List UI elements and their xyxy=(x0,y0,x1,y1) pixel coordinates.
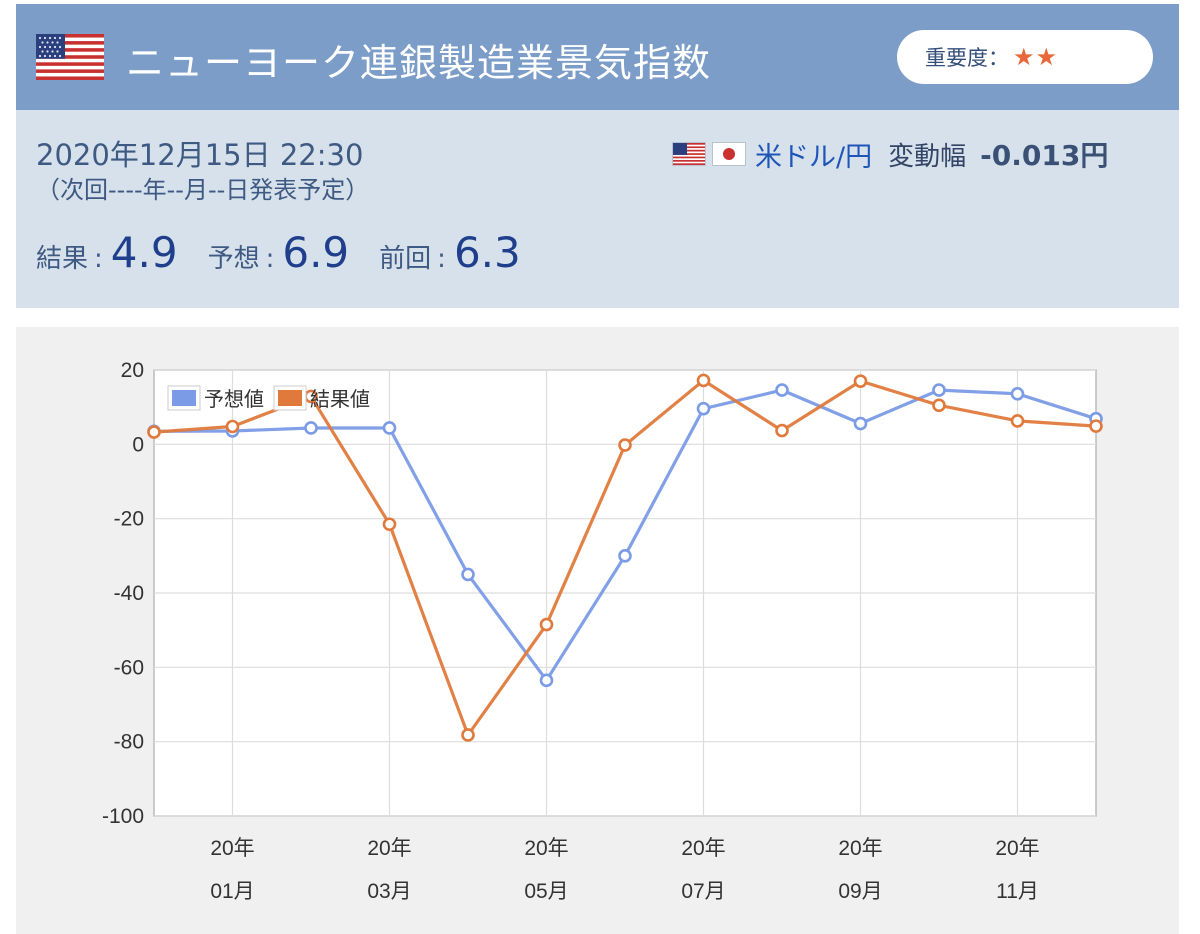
indicator-header: ニューヨーク連銀製造業景気指数 重要度： ★★ xyxy=(16,4,1179,110)
us-flag-icon xyxy=(673,143,705,165)
result-data-point xyxy=(225,419,240,434)
forecast-legend-swatch xyxy=(172,390,196,406)
result-data-point xyxy=(775,423,789,438)
y-tick-label: -100 xyxy=(102,805,144,828)
forecast-data-point xyxy=(696,401,711,416)
x-tick-label-year: 20年 xyxy=(995,837,1039,860)
us-flag-icon xyxy=(36,34,104,80)
forecast-colon: : xyxy=(265,244,275,274)
forecast-value: 6.9 xyxy=(282,228,350,277)
result-data-point xyxy=(853,374,868,388)
result-colon: : xyxy=(94,244,103,274)
x-tick-label-year: 20年 xyxy=(681,837,725,860)
forecast-data-point xyxy=(932,383,946,397)
importance-label: 重要度： xyxy=(925,46,1009,70)
x-tick-label-year: 20年 xyxy=(210,837,254,860)
x-tick-label-year: 20年 xyxy=(367,837,411,860)
y-tick-label: 20 xyxy=(121,359,144,382)
importance-badge: 重要度： ★★ xyxy=(897,30,1153,84)
result-data-point xyxy=(1010,414,1025,428)
release-info-panel: 2020年12月15日 22:30 （次回----年--月--日発表予定） 米ド… xyxy=(16,110,1179,308)
page-title: ニューヨーク連銀製造業景気指数 xyxy=(126,41,712,85)
x-tick-label-month: 07月 xyxy=(681,880,725,903)
y-tick-label: -80 xyxy=(114,731,144,754)
x-tick-label-month: 05月 xyxy=(524,880,568,903)
x-tick-label-month: 11月 xyxy=(996,880,1039,903)
result-data-point xyxy=(1089,419,1103,433)
x-tick-label-year: 20年 xyxy=(838,837,882,860)
result-data-point xyxy=(932,398,946,413)
line-chart: 20 0 -20 -40 -60 -80 -100 20年 01月 20年 03月 20年 05月 20年… xyxy=(102,359,1103,903)
release-datetime: 2020年12月15日 22:30 xyxy=(36,138,364,172)
result-data-point xyxy=(618,438,632,452)
result-label: 結果 xyxy=(36,244,89,274)
previous-colon: : xyxy=(437,244,446,274)
forecast-data-point xyxy=(775,383,789,397)
forecast-data-point xyxy=(853,416,868,431)
result-data-point xyxy=(147,425,161,439)
importance-stars: ★★ xyxy=(1013,43,1059,71)
y-tick-label: -20 xyxy=(114,508,144,531)
forecast-label: 予想 xyxy=(207,244,260,274)
next-release-text: （次回----年--月--日発表予定） xyxy=(36,176,370,204)
forecast-data-point xyxy=(382,421,397,435)
forecast-data-point xyxy=(304,421,318,435)
stats-row: 結果: 4.9 予想: 6.9 前回: 6.3 xyxy=(36,228,551,277)
y-tick-label: 0 xyxy=(132,433,144,456)
x-tick-label-month: 03月 xyxy=(367,880,411,903)
x-tick-label-year: 20年 xyxy=(524,837,568,860)
forecast-data-point xyxy=(618,549,632,563)
jp-flag-icon xyxy=(713,143,745,165)
previous-value: 6.3 xyxy=(453,228,521,277)
result-data-point xyxy=(696,373,711,388)
forecast-legend-label: 予想値 xyxy=(204,387,264,411)
forecast-data-point xyxy=(539,673,554,688)
result-legend-swatch xyxy=(278,390,302,406)
result-data-point xyxy=(539,617,554,632)
currency-pair-link[interactable]: 米ドル/円 xyxy=(755,141,873,173)
result-legend-label: 結果値 xyxy=(310,387,370,411)
chart-area: 20 0 -20 -40 -60 -80 -100 20年 01月 20年 03月 20年 05月 20年… xyxy=(16,327,1179,934)
previous-label: 前回 xyxy=(379,244,432,274)
range-label: 変動幅 xyxy=(888,141,967,172)
x-tick-label-month: 01月 xyxy=(210,880,254,903)
y-tick-label: -40 xyxy=(114,582,144,605)
result-value: 4.9 xyxy=(110,228,178,277)
x-tick-label-month: 09月 xyxy=(838,880,882,903)
result-data-point xyxy=(382,517,397,532)
result-data-point xyxy=(461,728,475,742)
y-tick-label: -60 xyxy=(114,656,144,679)
currency-pair: 米ドル/円 変動幅 -0.013円 xyxy=(673,134,1108,174)
forecast-data-point xyxy=(1010,386,1025,401)
forecast-data-point xyxy=(461,567,475,582)
range-value: -0.013円 xyxy=(980,139,1109,172)
